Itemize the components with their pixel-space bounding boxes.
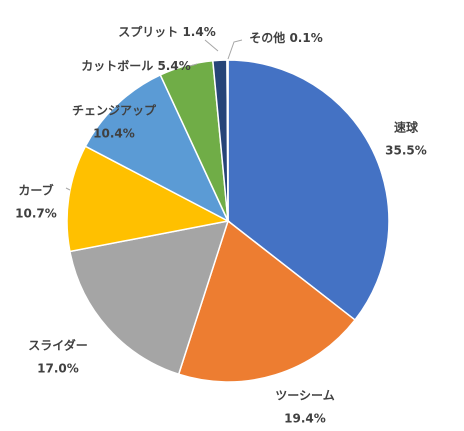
- slice-value-label: 17.0%: [37, 362, 79, 376]
- slice-category-label: 速球: [394, 120, 419, 135]
- slice-value-label: 10.7%: [15, 207, 57, 221]
- slice-label: その他 0.1%: [249, 30, 322, 45]
- slice-category-label: ツーシーム: [275, 389, 334, 403]
- slice-category-label: チェンジアップ: [72, 103, 157, 118]
- pie-slice: [69, 220, 230, 376]
- pie-slice: [226, 59, 229, 222]
- labels-layer: 速球 35.5% ツーシーム 19.4% スライダー 17.0% カーブ 10.7% チェンジア…: [15, 24, 427, 426]
- slice-category-label: スライダー: [28, 338, 88, 353]
- pie-slice: [66, 145, 231, 253]
- leader-line: [227, 39, 243, 60]
- pie-slice: [227, 59, 390, 322]
- slice-value-label: 10.4%: [93, 127, 135, 141]
- slice-label: スプリット 1.4%: [118, 24, 215, 39]
- slice-label: カットボール 5.4%: [81, 58, 190, 73]
- slice-category-label: カーブ: [18, 183, 53, 198]
- leader-line: [65, 187, 71, 191]
- slice-value-label: 35.5%: [385, 144, 427, 158]
- slice-value-label: 19.4%: [284, 412, 326, 426]
- pie-slice: [84, 73, 230, 223]
- slices-layer: [66, 59, 390, 383]
- leader-lines-layer: [65, 39, 243, 191]
- leader-line: [189, 63, 198, 67]
- leader-line: [204, 39, 219, 52]
- pie-slice: [177, 219, 357, 383]
